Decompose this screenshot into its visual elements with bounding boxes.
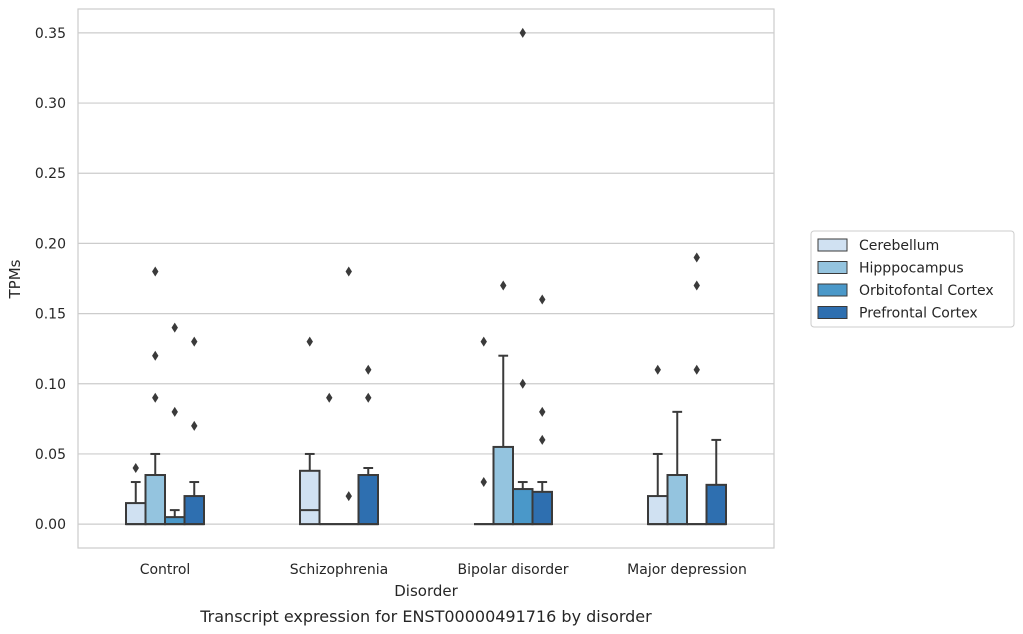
outlier-point <box>326 392 333 403</box>
outlier-point <box>191 420 198 431</box>
legend-swatch <box>817 283 848 297</box>
box <box>164 516 186 526</box>
y-tick-label: 0.20 <box>35 236 66 252</box>
box <box>144 474 166 526</box>
box-group <box>474 336 494 526</box>
box <box>299 469 321 526</box>
plot-frame <box>77 8 775 549</box>
y-tick-labels: 0.00 0.05 0.10 0.15 0.20 0.25 0.30 0.35 <box>35 26 66 533</box>
x-axis-title: Disorder <box>394 582 458 600</box>
outlier-point <box>152 392 159 403</box>
box <box>183 495 205 526</box>
gridlines <box>78 32 774 525</box>
outlier-point <box>152 266 159 277</box>
box <box>666 474 688 526</box>
outlier-point <box>693 364 700 375</box>
outlier-point <box>152 350 159 361</box>
outlier-point <box>480 477 487 488</box>
outlier-point <box>365 392 372 403</box>
outlier-point <box>539 434 546 445</box>
box-group <box>705 438 727 526</box>
y-tick-label: 0.35 <box>35 26 66 42</box>
outlier-point <box>500 280 507 291</box>
box <box>357 474 379 526</box>
box-group <box>666 410 688 526</box>
y-tick-label: 0.10 <box>35 377 66 393</box>
outlier-point <box>171 406 178 417</box>
legend-label: Orbitofontal Cortex <box>859 283 994 299</box>
legend-frame <box>810 230 1015 328</box>
x-tick-label: Schizophrenia <box>290 562 388 578</box>
box-group <box>531 294 553 526</box>
box-group <box>319 392 339 526</box>
box <box>492 445 514 526</box>
legend-swatch <box>817 306 848 319</box>
outlier-point <box>171 322 178 333</box>
legend-swatch <box>817 238 848 252</box>
outlier-point <box>654 364 661 375</box>
y-tick-label: 0.00 <box>35 517 66 533</box>
legend-label: Cerebellum <box>859 238 939 254</box>
y-tick-label: 0.05 <box>35 447 66 463</box>
box-group <box>357 364 379 526</box>
plot-background <box>78 9 774 548</box>
figure-caption: Transcript expression for ENST0000049171… <box>199 607 652 626</box>
y-tick-label: 0.25 <box>35 166 66 182</box>
outlier-point <box>132 462 139 473</box>
outlier-point <box>519 27 526 38</box>
box-group <box>512 27 534 526</box>
y-axis-title: TPMs <box>6 259 24 299</box>
outlier-point <box>693 280 700 291</box>
y-tick-label: 0.15 <box>35 307 66 323</box>
box <box>512 488 534 526</box>
legend: Cerebellum Hipppocampus Orbitofontal Corte… <box>810 230 1015 328</box>
outlier-point <box>345 491 352 502</box>
x-tick-label: Bipolar disorder <box>457 562 568 578</box>
box <box>647 495 669 526</box>
outlier-point <box>365 364 372 375</box>
box <box>125 502 147 526</box>
box-group <box>144 266 166 526</box>
outlier-point <box>345 266 352 277</box>
box-group <box>183 336 205 526</box>
legend-label: Hipppocampus <box>859 261 964 277</box>
outlier-point <box>191 336 198 347</box>
box-plots <box>125 27 727 526</box>
y-tick-label: 0.30 <box>35 96 66 112</box>
box-group <box>299 336 321 526</box>
x-tick-label: Control <box>140 562 191 578</box>
outlier-point <box>519 378 526 389</box>
outlier-point <box>539 294 546 305</box>
x-tick-labels: Control Schizophrenia Bipolar disorder Majo… <box>140 562 747 578</box>
box <box>705 483 727 526</box>
x-tick-label: Major depression <box>627 562 747 578</box>
box-group <box>164 322 186 526</box>
outlier-point <box>480 336 487 347</box>
box-group <box>492 280 514 526</box>
box-group <box>687 252 707 526</box>
legend-swatch <box>817 261 848 274</box>
box <box>531 490 553 526</box>
box-group <box>125 462 147 526</box>
outlier-point <box>306 336 313 347</box>
box-group <box>647 364 669 526</box>
outlier-point <box>539 406 546 417</box>
box-group <box>339 266 359 526</box>
outlier-point <box>693 252 700 263</box>
legend-label: Prefrontal Cortex <box>859 306 978 322</box>
